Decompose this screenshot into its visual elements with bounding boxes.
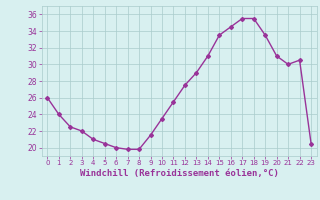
X-axis label: Windchill (Refroidissement éolien,°C): Windchill (Refroidissement éolien,°C): [80, 169, 279, 178]
